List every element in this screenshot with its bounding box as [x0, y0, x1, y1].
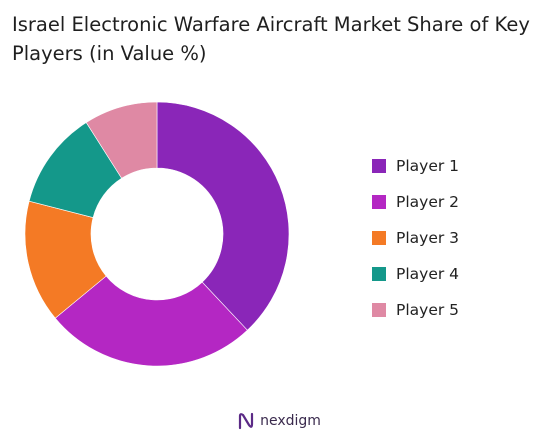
legend-swatch-player-4 — [372, 267, 386, 281]
chart-title: Israel Electronic Warfare Aircraft Marke… — [12, 13, 530, 65]
legend-swatch-player-2 — [372, 195, 386, 209]
legend-swatch-player-5 — [372, 303, 386, 317]
brand-name: nexdigm — [260, 413, 321, 429]
legend-item-player-1: Player 1 — [372, 148, 552, 184]
legend-label-player-4: Player 4 — [396, 265, 460, 283]
donut-slices — [24, 101, 290, 367]
donut-slice-player-1 — [156, 101, 290, 331]
nexdigm-logo-icon — [238, 412, 254, 430]
legend-label-player-3: Player 3 — [396, 229, 460, 247]
legend-item-player-5: Player 5 — [372, 292, 552, 328]
donut-slice-player-5 — [85, 101, 158, 179]
legend-item-player-3: Player 3 — [372, 220, 552, 256]
chart-legend: Player 1 Player 2 Player 3 Player 4 Player 5 — [372, 148, 552, 328]
donut-slice-player-2 — [54, 275, 248, 367]
brand-footer: nexdigm — [0, 412, 559, 430]
legend-label-player-1: Player 1 — [396, 157, 460, 175]
legend-item-player-2: Player 2 — [372, 184, 552, 220]
legend-swatch-player-3 — [372, 231, 386, 245]
legend-swatch-player-1 — [372, 159, 386, 173]
legend-label-player-2: Player 2 — [396, 193, 460, 211]
legend-item-player-4: Player 4 — [372, 256, 552, 292]
legend-label-player-5: Player 5 — [396, 301, 460, 319]
